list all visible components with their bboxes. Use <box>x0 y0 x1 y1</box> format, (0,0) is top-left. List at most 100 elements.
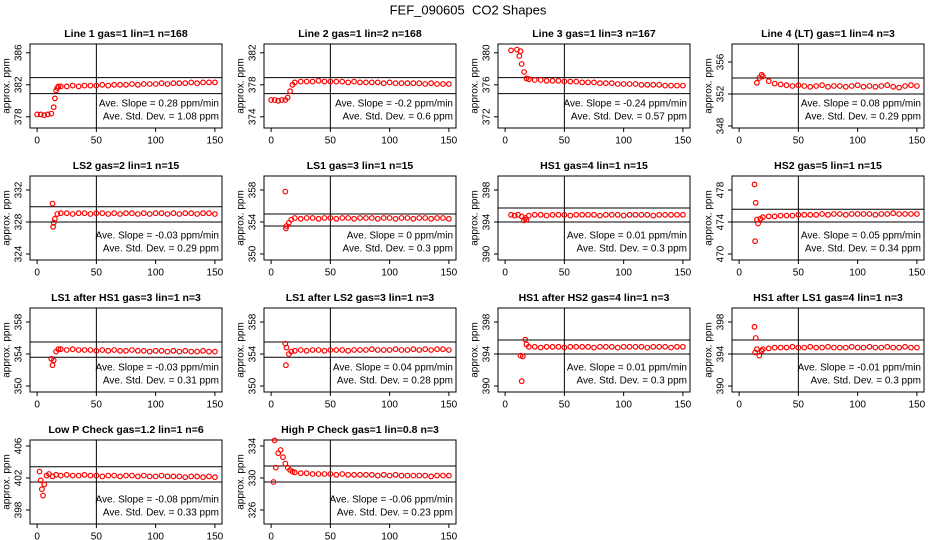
data-point <box>321 471 328 477</box>
y-tick-label: 358 <box>248 181 259 198</box>
x-tick-label: 50 <box>793 400 805 411</box>
data-point <box>434 346 440 353</box>
data-point <box>638 343 645 350</box>
data-point <box>284 94 291 101</box>
data-point <box>848 211 855 217</box>
x-tick-label: 0 <box>736 136 742 147</box>
data-point <box>813 83 820 89</box>
data-point <box>386 79 393 86</box>
data-point <box>771 80 778 87</box>
data-point <box>842 344 849 351</box>
plot-frame <box>263 43 457 129</box>
y-tick-label: 378 <box>14 108 25 125</box>
data-point <box>57 83 64 90</box>
data-point <box>188 210 195 217</box>
x-tick-label: 150 <box>207 136 224 147</box>
data-point <box>303 347 310 354</box>
annotation: Ave. Std. Dev. = 0.33 ppm <box>103 508 219 519</box>
data-point <box>890 344 897 351</box>
data-point <box>831 211 837 217</box>
data-point <box>55 346 62 353</box>
data-point <box>206 79 212 86</box>
data-point <box>357 347 363 353</box>
data-point <box>521 69 527 75</box>
annotation: Ave. Slope = -0.24 ppm/min <box>564 99 688 110</box>
data-point <box>410 346 417 353</box>
data-point <box>152 473 159 480</box>
data-point <box>416 347 423 353</box>
y-axis-label: approx. ppm <box>236 190 247 246</box>
data-point <box>807 211 814 218</box>
y-axis-label: approx. ppm <box>2 190 13 246</box>
data-point <box>282 460 289 467</box>
panel-title: Line 2 gas=1 lin=2 n=168 <box>298 28 422 40</box>
data-point <box>152 347 159 354</box>
data-point <box>363 79 369 86</box>
data-point <box>309 471 316 477</box>
data-point <box>111 210 118 217</box>
data-point <box>591 344 597 351</box>
data-point <box>531 343 538 350</box>
x-tick-label: 50 <box>325 400 337 411</box>
data-point <box>368 471 375 478</box>
x-tick-label: 50 <box>325 136 337 147</box>
data-point <box>41 481 48 488</box>
data-point <box>597 80 603 87</box>
data-point <box>297 215 304 222</box>
data-point <box>117 347 123 354</box>
data-point <box>271 437 278 444</box>
data-point <box>158 80 165 87</box>
plot-frame <box>731 175 925 261</box>
data-point <box>211 211 218 217</box>
data-point <box>164 348 171 355</box>
data-point <box>679 343 686 350</box>
x-tick-label: 150 <box>909 268 926 279</box>
data-point <box>44 111 51 118</box>
data-point <box>632 343 639 350</box>
y-tick-label: 376 <box>482 76 493 93</box>
data-point <box>170 347 177 354</box>
data-point <box>608 80 615 87</box>
x-tick-label: 0 <box>34 268 40 279</box>
data-point <box>422 81 429 87</box>
data-point <box>614 211 621 218</box>
data-point <box>573 211 580 218</box>
data-point <box>37 477 44 484</box>
data-point <box>93 82 100 89</box>
data-point <box>854 211 861 217</box>
data-point <box>836 211 843 217</box>
panel-title: LS1 gas=3 lin=1 n=15 <box>307 160 414 172</box>
data-point <box>777 344 784 351</box>
data-point <box>638 81 645 88</box>
data-point <box>357 471 363 478</box>
data-point <box>176 211 183 217</box>
data-point <box>69 472 76 479</box>
data-point <box>392 215 399 222</box>
data-point <box>49 200 56 207</box>
x-tick-label: 0 <box>34 400 40 411</box>
data-point <box>428 80 435 87</box>
annotation: Ave. Std. Dev. = 1.08 ppm <box>103 112 219 123</box>
data-point <box>123 472 129 479</box>
x-tick-label: 150 <box>441 268 458 279</box>
x-tick-label: 150 <box>909 136 926 147</box>
data-point <box>111 472 118 479</box>
data-point <box>783 82 790 89</box>
x-tick-label: 150 <box>207 532 224 540</box>
data-point <box>380 80 387 87</box>
data-point <box>117 473 123 480</box>
y-tick-label: 474 <box>716 213 727 230</box>
x-tick-label: 0 <box>34 532 40 540</box>
data-point <box>380 471 387 478</box>
data-point <box>516 53 523 59</box>
plot-frame <box>29 307 223 393</box>
data-point <box>182 80 189 87</box>
data-point <box>656 343 663 350</box>
data-point <box>801 211 808 218</box>
data-point <box>836 344 843 351</box>
data-point <box>656 211 663 218</box>
data-point <box>807 343 814 350</box>
data-point <box>825 343 831 350</box>
data-point <box>813 344 820 351</box>
data-point <box>158 472 165 479</box>
